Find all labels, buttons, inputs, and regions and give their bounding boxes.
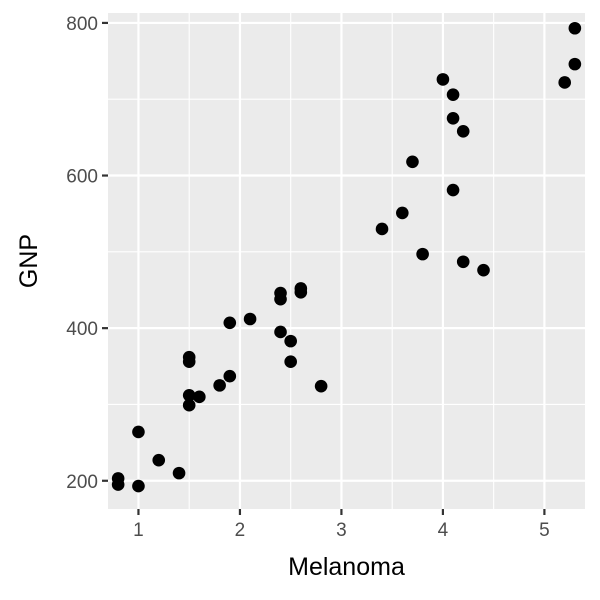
data-point	[223, 316, 237, 330]
data-point	[132, 479, 145, 493]
x-tick-label: 2	[235, 520, 246, 541]
data-point	[568, 57, 582, 71]
data-point	[182, 398, 196, 412]
data-point	[182, 389, 196, 402]
data-point	[274, 325, 287, 339]
y-axis-title: GNP	[15, 234, 43, 288]
data-point	[396, 206, 409, 220]
y-tick-label: 400	[66, 319, 98, 340]
data-point	[416, 247, 429, 261]
data-point	[375, 222, 389, 236]
y-tick-label: 200	[66, 472, 98, 493]
x-tick-label: 5	[539, 520, 550, 541]
data-point	[456, 124, 470, 138]
data-point	[284, 334, 297, 348]
data-point	[274, 292, 287, 306]
y-tick-label: 800	[66, 14, 98, 35]
data-point	[446, 88, 460, 101]
data-point	[558, 76, 572, 89]
y-axis-ticks: 200 400 600 800	[66, 14, 108, 493]
data-point	[284, 355, 297, 369]
data-points	[111, 21, 582, 493]
major-gridlines	[108, 13, 585, 509]
x-tick-label: 1	[133, 520, 144, 541]
plot-panel	[108, 13, 585, 509]
data-point	[193, 390, 206, 404]
data-point	[568, 21, 582, 35]
data-point	[111, 478, 125, 491]
x-tick-label: 3	[336, 520, 347, 541]
data-point	[132, 425, 145, 439]
data-point	[152, 453, 166, 467]
data-point	[172, 466, 186, 480]
data-point	[223, 369, 237, 383]
x-tick-label: 4	[438, 520, 449, 541]
data-point	[314, 379, 328, 393]
data-point	[294, 285, 308, 299]
data-point	[406, 155, 419, 169]
data-point	[446, 112, 460, 125]
data-point	[243, 312, 257, 326]
data-point	[446, 183, 460, 197]
data-point	[182, 355, 196, 369]
y-tick-label: 600	[66, 167, 98, 188]
data-point	[456, 255, 470, 269]
x-axis-ticks: 1 2 3 4 5	[133, 509, 550, 541]
x-axis-title: Melanoma	[288, 553, 405, 581]
data-point	[436, 73, 450, 86]
data-point	[477, 263, 490, 277]
data-point	[213, 379, 226, 392]
